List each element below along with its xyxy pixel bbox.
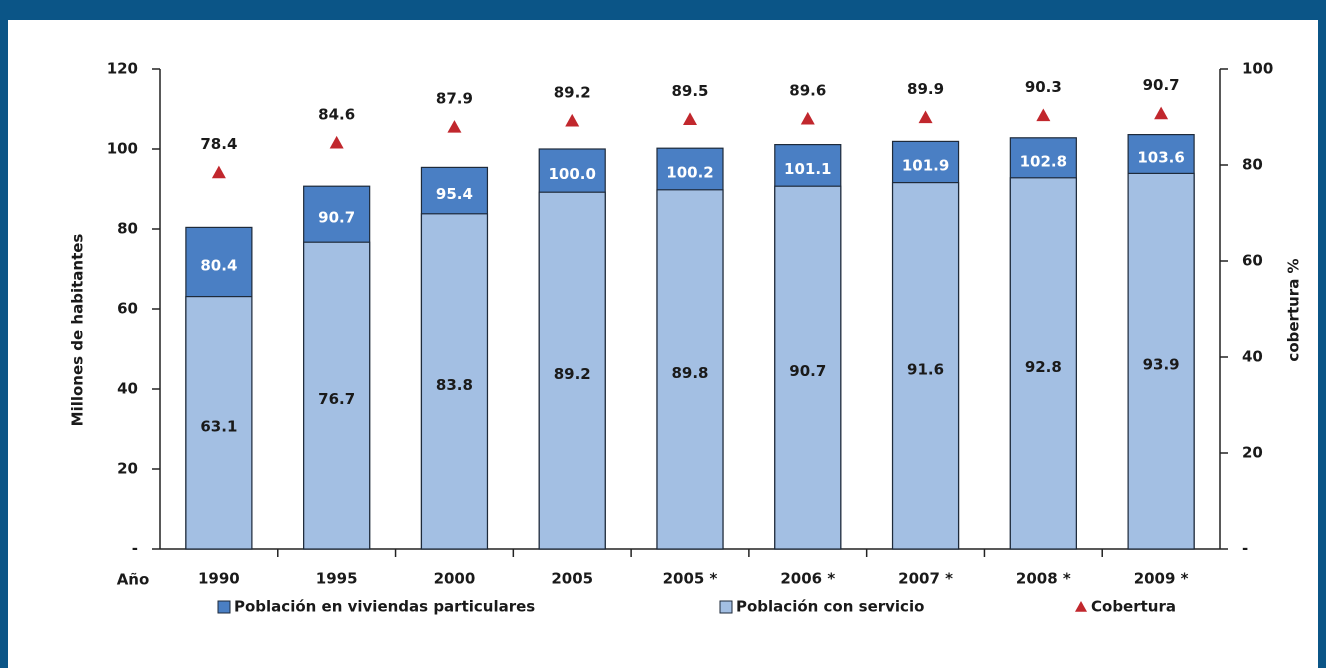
legend-swatch <box>217 600 231 614</box>
coverage-marker <box>1036 108 1051 122</box>
x-tick-label: 2005 <box>551 570 593 588</box>
x-tick-label: 1995 <box>316 570 358 588</box>
coverage-marker <box>211 165 226 179</box>
value-label: 90.7 <box>789 362 826 380</box>
value-label: 90.7 <box>318 209 355 227</box>
coverage-marker <box>1154 106 1169 120</box>
bar <box>538 191 606 550</box>
coverage-marker <box>565 113 580 127</box>
legend-label: Población en viviendas particulares <box>234 598 535 616</box>
bar <box>1127 172 1195 550</box>
coverage-marker <box>918 110 933 124</box>
value-label: 103.6 <box>1137 149 1184 167</box>
y-tick-label: 60 <box>117 300 138 318</box>
bar <box>303 241 371 550</box>
coverage-label: 89.2 <box>554 83 591 101</box>
value-label: 100.2 <box>666 164 713 182</box>
y-tick-label: 80 <box>117 220 138 238</box>
coverage-marker <box>447 120 462 133</box>
value-label: 91.6 <box>907 360 944 378</box>
y-tick-label: 100 <box>107 140 138 158</box>
coverage-marker <box>683 112 697 125</box>
x-tick-label: 2009 * <box>1134 570 1189 588</box>
value-label: 101.1 <box>784 160 831 178</box>
value-label: 89.2 <box>554 365 591 383</box>
legend-marker <box>1075 601 1087 612</box>
coverage-label: 84.6 <box>318 105 355 123</box>
legend-label: Población con servicio <box>736 598 924 616</box>
y2-tick-label: - <box>1242 540 1248 558</box>
value-label: 76.7 <box>318 390 355 408</box>
y-axis-label: Millones de habitantes <box>69 234 87 427</box>
coverage-label: 89.5 <box>671 82 708 100</box>
value-label: 101.9 <box>902 157 949 175</box>
coverage-label: 87.9 <box>436 90 473 108</box>
y-tick-label: - <box>132 540 138 558</box>
coverage-marker <box>800 111 815 125</box>
y-tick-label: 20 <box>117 460 138 478</box>
y-tick-label: 40 <box>117 380 138 398</box>
x-tick-label: 1990 <box>198 570 240 588</box>
y2-tick-label: 40 <box>1242 348 1263 366</box>
y2-tick-label: 80 <box>1242 156 1263 174</box>
bar <box>185 296 253 550</box>
value-label: 93.9 <box>1143 356 1180 374</box>
value-label: 102.8 <box>1020 152 1067 170</box>
y-tick-label: 120 <box>107 60 138 78</box>
value-label: 100.0 <box>548 165 595 183</box>
bar <box>891 182 960 550</box>
bar <box>420 213 489 550</box>
bar <box>656 189 724 550</box>
bar <box>1009 177 1077 550</box>
coverage-label: 89.9 <box>907 80 944 98</box>
bar <box>774 185 842 550</box>
coverage-marker <box>329 135 344 149</box>
legend-swatch <box>719 600 733 614</box>
y2-axis-label: cobertura % <box>1285 258 1303 361</box>
value-label: 92.8 <box>1025 358 1062 376</box>
coverage-label: 90.3 <box>1025 78 1062 96</box>
value-label: 63.1 <box>200 417 237 435</box>
x-tick-label: 2000 <box>434 570 476 588</box>
x-tick-label: 2006 * <box>780 570 835 588</box>
value-label: 80.4 <box>200 257 237 275</box>
y2-tick-label: 100 <box>1242 60 1273 78</box>
coverage-label: 90.7 <box>1143 76 1180 94</box>
x-tick-label: 2005 * <box>663 570 718 588</box>
coverage-label: 89.6 <box>789 81 826 99</box>
value-label: 83.8 <box>436 376 473 394</box>
legend-label: Cobertura <box>1091 598 1176 616</box>
x-axis-label: Año <box>117 571 150 589</box>
value-label: 89.8 <box>671 364 708 382</box>
y2-tick-label: 20 <box>1242 444 1263 462</box>
y2-tick-label: 60 <box>1242 252 1263 270</box>
x-tick-label: 2008 * <box>1016 570 1071 588</box>
x-tick-label: 2007 * <box>898 570 953 588</box>
value-label: 95.4 <box>436 185 473 203</box>
coverage-label: 78.4 <box>200 135 237 153</box>
